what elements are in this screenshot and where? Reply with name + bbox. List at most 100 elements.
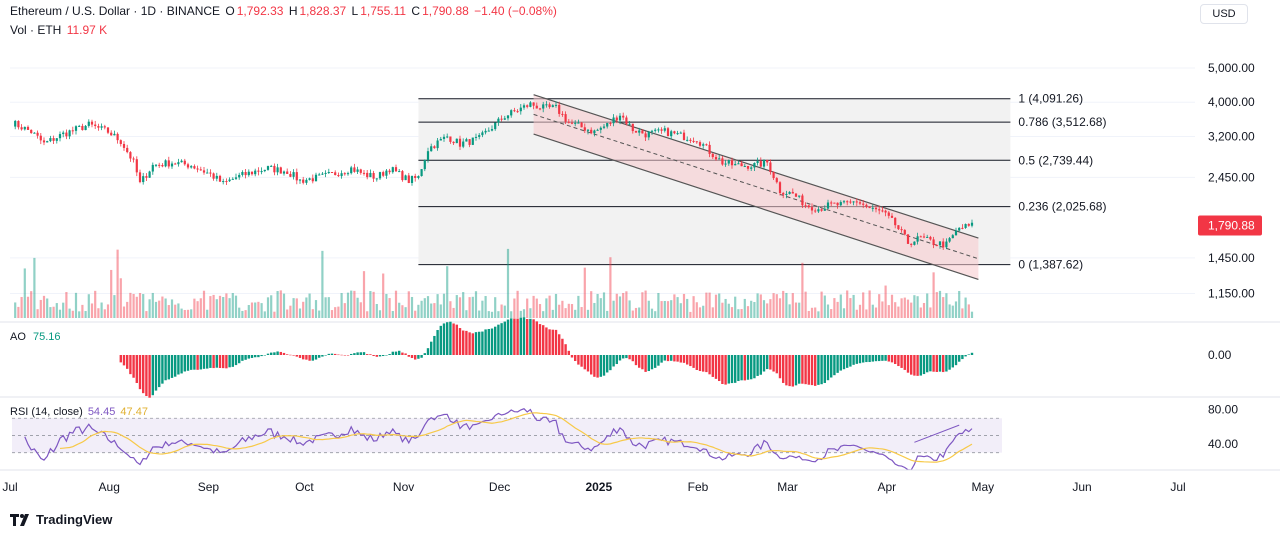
time-tick-label: Jul xyxy=(1170,480,1185,494)
candle-body xyxy=(478,135,481,137)
volume-bar xyxy=(334,307,337,318)
volume-bar xyxy=(436,294,439,318)
ao-bar xyxy=(327,353,330,355)
volume-bar xyxy=(746,306,750,318)
ao-bar xyxy=(564,344,567,355)
candle-body xyxy=(951,235,954,239)
volume-bar xyxy=(878,294,881,318)
ao-bar xyxy=(894,355,897,365)
ao-bar xyxy=(910,355,913,375)
ao-bar xyxy=(452,323,455,355)
candle-body xyxy=(87,121,90,126)
volume-bar xyxy=(903,297,906,318)
volume-bar xyxy=(817,311,820,318)
volume-bar xyxy=(894,302,897,318)
volume-bar xyxy=(388,298,391,318)
volume-bar xyxy=(458,297,462,318)
descending-channel[interactable] xyxy=(533,94,979,281)
ao-bar xyxy=(350,353,353,355)
volume-bar xyxy=(641,292,644,318)
volume-bar xyxy=(775,294,778,318)
volume-bar xyxy=(583,267,586,318)
candle-body xyxy=(362,172,366,174)
price-tick-label: 3,200.00 xyxy=(1208,129,1255,143)
ao-bar xyxy=(292,355,295,356)
volume-bar xyxy=(241,310,244,318)
ao-bar xyxy=(372,355,375,357)
candle-body xyxy=(302,179,305,183)
ao-pane: 0.00 xyxy=(119,317,1232,398)
candle-body xyxy=(119,140,122,145)
volume-bar xyxy=(772,293,775,318)
ao-bar xyxy=(609,355,612,371)
ao-bar xyxy=(241,355,244,361)
volume-bar xyxy=(500,304,503,318)
volume-bar xyxy=(881,301,884,318)
ao-bar xyxy=(378,355,382,357)
candle-body xyxy=(436,140,439,149)
candle-body xyxy=(794,193,798,197)
volume-bar xyxy=(372,291,375,318)
volume-bar xyxy=(532,295,535,318)
ao-bar xyxy=(161,355,164,384)
ao-bar xyxy=(865,355,868,363)
ao-bar xyxy=(887,355,890,362)
tradingview-logo[interactable]: TradingView xyxy=(10,512,112,527)
open-value: 1,792.33 xyxy=(236,4,284,18)
volume-bar xyxy=(78,311,81,318)
volume-bar xyxy=(868,290,871,318)
volume-bar xyxy=(478,310,481,318)
candle-body xyxy=(289,173,292,177)
volume-bar xyxy=(890,294,894,318)
volume-bar xyxy=(398,302,401,318)
volume-bar xyxy=(503,305,506,318)
currency-button[interactable]: USD xyxy=(1200,4,1248,24)
candle-body xyxy=(449,136,452,142)
ao-bar xyxy=(193,355,196,370)
volume-bar xyxy=(679,303,682,318)
candle-body xyxy=(746,166,750,169)
fib-level-label: 1 (4,091.26) xyxy=(1018,92,1083,106)
price-axis[interactable]: 5,000.00 4,000.00 3,200.00 2,450.00 1,450.00… xyxy=(1198,61,1262,300)
ao-bar xyxy=(766,355,769,370)
ao-bar xyxy=(839,355,842,371)
volume-bar xyxy=(529,308,532,318)
candle-body xyxy=(17,120,20,128)
volume-bar xyxy=(753,302,756,318)
volume-bar xyxy=(711,307,714,318)
candle-body xyxy=(244,172,247,176)
candle-body xyxy=(548,104,551,108)
volume-bar xyxy=(654,311,657,318)
candle-body xyxy=(762,159,766,167)
time-axis[interactable]: Jul Aug Sep Oct Nov Dec 2025 Feb Mar Apr May Jun Jul xyxy=(0,469,1280,494)
candle-body xyxy=(916,236,919,242)
ao-bar xyxy=(244,355,247,360)
candle-body xyxy=(897,225,900,230)
ao-bar xyxy=(836,355,839,373)
volume-bar xyxy=(404,307,407,318)
candle-body xyxy=(826,202,830,209)
volume-bar xyxy=(551,309,554,318)
ao-bar xyxy=(596,355,599,378)
ao-bar xyxy=(964,355,967,357)
candle-body xyxy=(196,168,199,170)
volume-bar xyxy=(401,305,404,318)
ao-bar xyxy=(967,354,970,355)
candle-body xyxy=(330,171,334,173)
ao-bar xyxy=(129,355,132,375)
volume-bar xyxy=(238,307,241,318)
ao-bar xyxy=(798,355,801,384)
candle-body xyxy=(321,173,324,175)
volume-bar xyxy=(90,303,94,318)
ao-legend: AO 75.16 xyxy=(10,331,61,343)
candle-body xyxy=(823,208,826,211)
ao-bar xyxy=(782,355,785,383)
symbol-title[interactable]: Ethereum / U.S. Dollar · 1D · BINANCE xyxy=(10,4,221,18)
volume-bar xyxy=(266,297,270,318)
ao-bar xyxy=(657,355,660,366)
candle-body xyxy=(625,117,628,124)
candle-body xyxy=(513,110,516,112)
ao-bar xyxy=(810,355,814,386)
ao-bar xyxy=(830,355,833,378)
